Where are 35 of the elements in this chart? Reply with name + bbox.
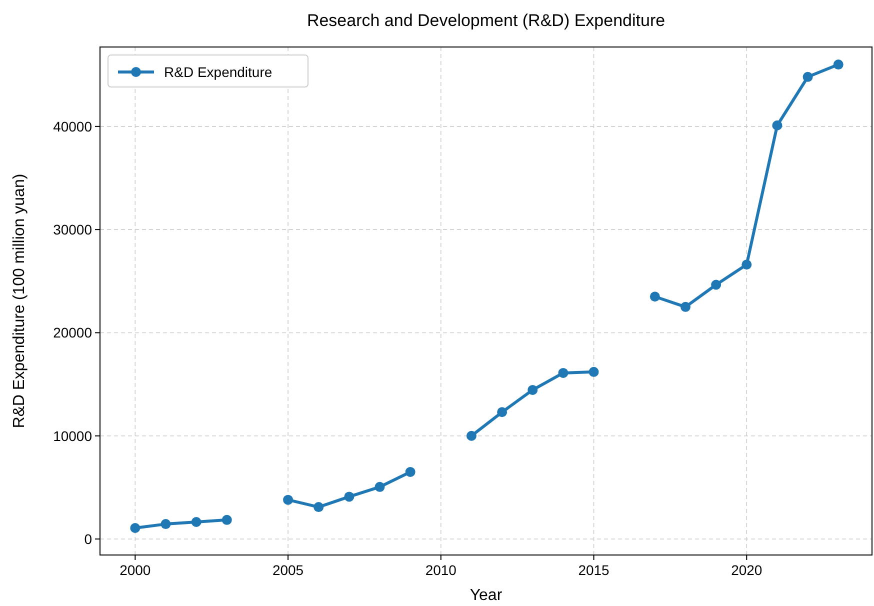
x-axis-title: Year: [470, 587, 503, 604]
legend-label: R&D Expenditure: [164, 64, 272, 80]
point: [680, 302, 690, 312]
y-tick-label: 30000: [53, 221, 92, 238]
point: [497, 407, 508, 418]
point: [283, 494, 294, 505]
point: [222, 514, 232, 525]
y-axis-title: R&D Expenditure (100 million yuan): [11, 174, 28, 428]
point: [191, 516, 202, 527]
y-tick-label: 0: [84, 530, 92, 547]
point: [742, 260, 752, 270]
point: [405, 466, 416, 477]
point: [588, 366, 599, 377]
point: [466, 430, 476, 441]
point: [711, 280, 722, 290]
chart-title: Research and Development (R&D) Expenditure: [306, 11, 666, 30]
x-tick-label: 2005: [272, 562, 304, 578]
point: [802, 72, 813, 82]
point: [528, 384, 538, 395]
point: [344, 492, 354, 502]
point: [833, 60, 844, 70]
x-tick-label: 2010: [425, 562, 457, 578]
y-tick-label: 10000: [53, 428, 92, 444]
point: [160, 519, 171, 530]
x-tick-label: 2020: [731, 562, 762, 578]
point: [772, 120, 782, 130]
y-tick-label: 20000: [53, 324, 92, 341]
point: [314, 502, 324, 512]
x-tick-label: 2015: [578, 562, 610, 578]
point: [650, 292, 660, 302]
point: [130, 522, 140, 533]
y-tick-label: 40000: [53, 118, 92, 134]
point: [558, 368, 568, 378]
x-tick-label: 2000: [120, 562, 151, 578]
point: [374, 482, 385, 492]
